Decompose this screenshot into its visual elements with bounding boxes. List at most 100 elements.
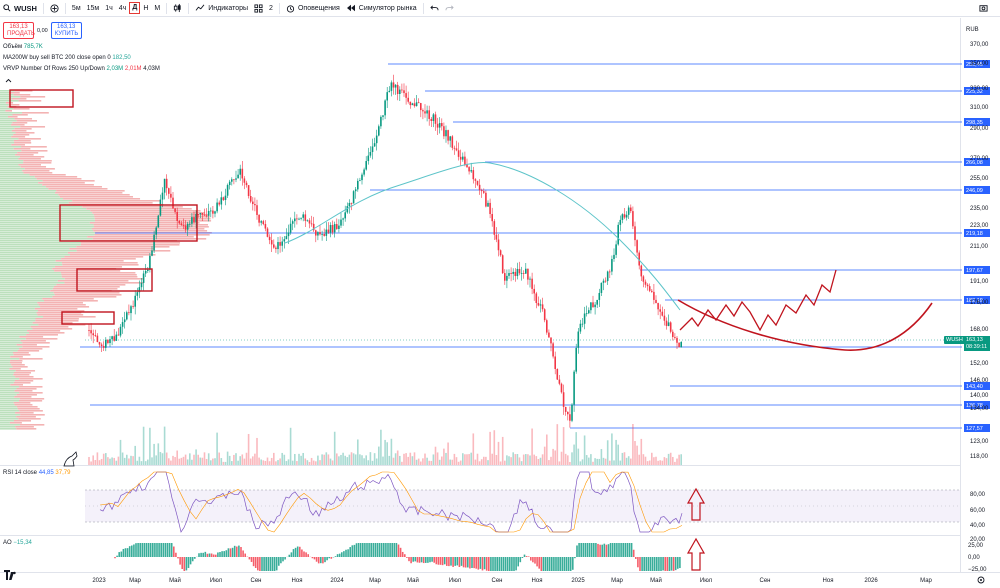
price-axis[interactable]: 370,00 350,00 330,00 310,00 290,00 270,00 255,…	[968, 42, 989, 573]
vrvp-legend[interactable]: VRVP Number Of Rows 250 Up/Down 2,03M 2,…	[3, 66, 160, 72]
candle-body	[291, 221, 294, 224]
candle-body	[543, 309, 546, 321]
price-tick-label: 152,00	[970, 361, 989, 367]
interval-week[interactable]: Н	[143, 4, 149, 12]
volume-bar	[501, 436, 504, 465]
vp-down-bar	[15, 426, 34, 428]
vp-down-bar	[53, 286, 120, 288]
vp-highlight-box-2[interactable]	[59, 204, 198, 242]
layout-button[interactable]	[251, 1, 266, 16]
buy-button[interactable]: 163,13 КУПИТЬ	[50, 22, 82, 39]
sell-button[interactable]: 163,13 ПРОДАТЬ	[3, 22, 35, 39]
vp-down-bar	[62, 264, 139, 266]
interval-5m[interactable]: 5м	[71, 4, 81, 12]
fullscreen-button[interactable]	[979, 3, 988, 14]
ao-bar	[492, 557, 494, 571]
settings-gear-icon[interactable]	[977, 576, 985, 584]
volume-bar	[577, 448, 580, 465]
redo-button[interactable]	[442, 1, 457, 16]
vp-up-bar	[0, 210, 91, 212]
candle-body	[312, 223, 315, 231]
indicators-button[interactable]: Индикаторы	[192, 1, 251, 16]
replay-bar-icon[interactable]	[63, 451, 78, 467]
vp-down-bar	[55, 260, 124, 262]
volume-bar	[319, 460, 321, 465]
rsi-legend[interactable]: RSI 14 close 44,85 37,79	[3, 470, 70, 476]
ao-bar	[624, 543, 627, 557]
time-axis[interactable]: 2023 Мар Май Июл Сен Ноя 2024 Мар Май Июл Сен Ноя 20…	[92, 577, 932, 584]
vp-highlight-box-4[interactable]	[61, 311, 115, 325]
vp-up-bar	[0, 128, 15, 130]
candle-body	[459, 156, 462, 160]
interval-1h[interactable]: 1ч	[105, 4, 113, 12]
vp-up-bar	[0, 284, 57, 286]
layout-count[interactable]: 2	[269, 4, 273, 12]
interval-day-active[interactable]: Д	[129, 2, 141, 14]
volume-bar	[592, 461, 594, 465]
collapse-chevron-icon[interactable]	[5, 78, 12, 83]
divider	[188, 2, 190, 14]
vp-down-bar	[42, 184, 94, 186]
ao-bar	[254, 557, 257, 568]
ao-bar	[527, 556, 530, 557]
ao-bar	[336, 554, 339, 557]
ao-bar	[357, 543, 360, 557]
vp-highlight-box-1[interactable]	[9, 89, 74, 108]
vp-up-bar	[0, 412, 16, 414]
interval-4h[interactable]: 4ч	[118, 4, 127, 12]
interval-month[interactable]: М	[154, 4, 161, 12]
vp-up-bar	[0, 334, 27, 336]
alerts-button[interactable]: Оповещения	[283, 1, 343, 16]
vp-down-bar	[35, 318, 79, 320]
volume-bar	[384, 439, 386, 465]
candle-body	[630, 207, 632, 212]
volume-bar	[483, 456, 485, 465]
chart-canvas[interactable]: 250,45 225,32 298,35 266,08 246,09 219,18 197,…	[0, 18, 1000, 588]
volume-bar	[102, 453, 105, 465]
ao-bar	[534, 557, 536, 564]
ao-bar	[118, 552, 120, 557]
ma-legend[interactable]: MA200W buy sell BTC 200 close open 0 182…	[3, 55, 131, 61]
replay-button[interactable]: Симулятор рынка	[343, 1, 420, 16]
volume-legend[interactable]: Объём 785,7K	[3, 44, 43, 50]
ao-bar	[523, 554, 526, 557]
volume-bar	[594, 458, 596, 465]
vp-down-bar	[42, 180, 95, 182]
volume-bar	[212, 458, 214, 465]
vp-down-bar	[18, 158, 41, 160]
currency-label[interactable]: RUB	[966, 27, 979, 33]
symbol-search[interactable]: WUSH	[0, 1, 40, 16]
ao-bar	[637, 557, 639, 568]
user-drawings[interactable]	[677, 269, 933, 351]
volume-bar	[310, 457, 313, 465]
interval-15m[interactable]: 15м	[86, 4, 100, 12]
ao-bar	[427, 557, 429, 563]
vp-down-bar	[69, 254, 156, 256]
rsi-arrow-up-icon[interactable]	[686, 487, 706, 521]
volume-bar	[245, 452, 248, 465]
ao-bar	[448, 557, 450, 567]
ao-bar	[454, 557, 456, 566]
level-lines[interactable]: 250,45 225,32 298,35 266,08 246,09 219,18 197,…	[80, 60, 990, 432]
ao-arrow-up-icon[interactable]	[686, 537, 706, 571]
ao-bar	[378, 543, 381, 557]
candle-body	[325, 229, 328, 236]
candle-body	[375, 135, 378, 144]
volume-bar	[149, 427, 151, 465]
candle-body	[130, 306, 132, 314]
undo-button[interactable]	[427, 1, 442, 16]
volume-bar	[262, 460, 265, 465]
price-tick-label: 134,00	[970, 406, 989, 412]
ao-legend[interactable]: AO −15,34	[3, 540, 32, 546]
volume-bar	[518, 457, 521, 465]
volume-bar	[350, 452, 353, 465]
vp-down-bar	[14, 128, 32, 130]
volume-bar	[123, 457, 126, 465]
vp-highlight-box-3[interactable]	[76, 268, 153, 292]
volume-bar	[527, 454, 529, 465]
chart-type-button[interactable]	[170, 1, 185, 16]
compare-button[interactable]	[47, 1, 62, 16]
volume-bar	[315, 461, 317, 465]
candle-body	[92, 333, 94, 336]
vp-down-bar	[94, 216, 210, 218]
